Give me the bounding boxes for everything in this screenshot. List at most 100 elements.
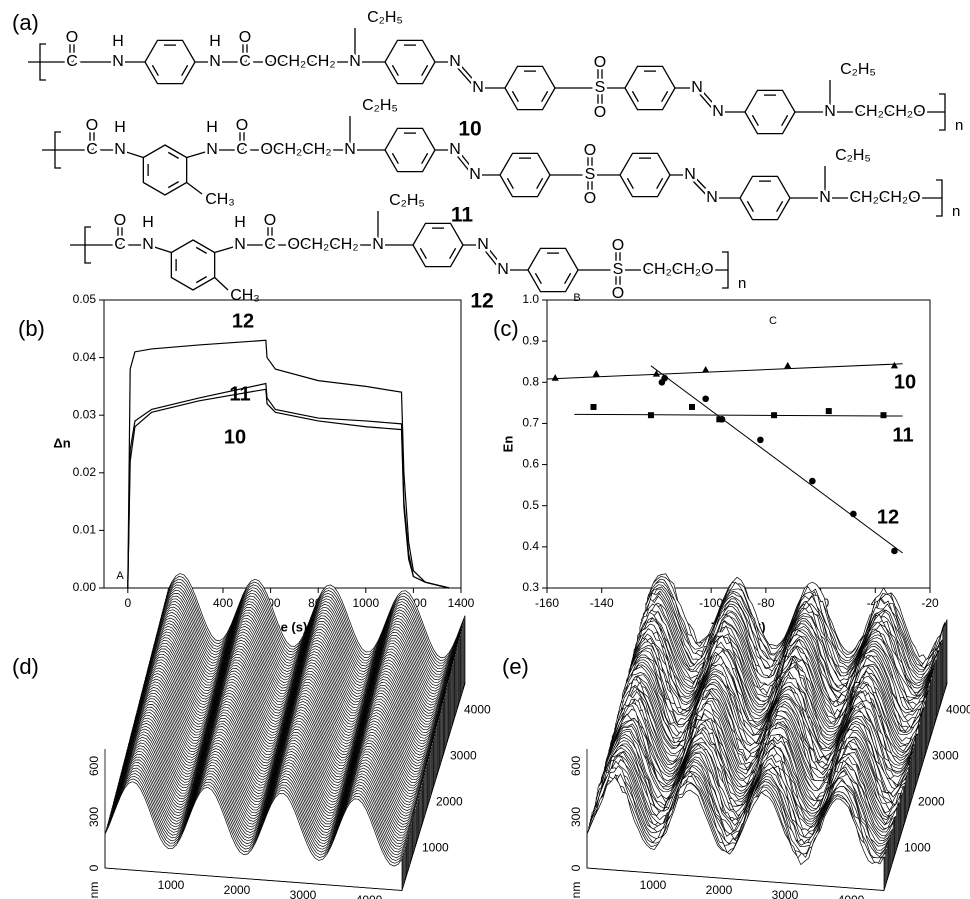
atom-label: N (472, 79, 484, 96)
bracket (722, 251, 729, 289)
benzene-ring (412, 222, 464, 268)
atom-label: O (66, 29, 78, 46)
data-point (809, 477, 816, 485)
atom-label: S (613, 261, 624, 278)
ring-bond (419, 247, 427, 259)
ring-bond (564, 272, 572, 284)
benzene-ring (144, 39, 196, 85)
plot-frame (103, 299, 462, 589)
y-tick-label: 3000 (450, 749, 477, 763)
double-bond (453, 62, 477, 90)
x-tick-label: -160 (535, 596, 559, 610)
ring-bond (776, 200, 784, 212)
z-tick-label: 300 (569, 807, 583, 827)
y-axis-label: Δn (53, 435, 70, 450)
y-tick-label: 2000 (436, 795, 463, 809)
compound-label: 12 (470, 290, 493, 313)
surface (104, 573, 466, 891)
bracket (54, 131, 61, 169)
data-point (757, 436, 764, 444)
plot-frame (546, 299, 931, 589)
benzene-ring (619, 152, 671, 198)
data-point (688, 403, 695, 410)
atom-label: O (236, 117, 248, 134)
y-tick-label: 4000 (464, 703, 491, 717)
data-point (784, 361, 792, 369)
atom-label: N (684, 166, 696, 183)
x-tick-label: -100 (699, 596, 723, 610)
ring-bond (656, 177, 664, 189)
series-label: 10 (894, 371, 916, 393)
data-point (771, 412, 778, 419)
z-tick-label: 600 (569, 756, 583, 776)
benzene-ring (739, 175, 791, 221)
atom-label: O (594, 54, 606, 71)
double-bond (484, 243, 506, 270)
atom-label: N (691, 79, 703, 96)
atom-label: H (209, 33, 221, 50)
z-tick-label: 0 (569, 864, 583, 871)
data-line (127, 339, 450, 589)
benzene-ring (744, 89, 796, 135)
y-tick-label: 1000 (422, 841, 449, 855)
atom-label: O (594, 104, 606, 121)
y-tick-label: 1.0 (522, 292, 539, 306)
benzene-ring (624, 65, 676, 111)
atom-label: C₂H₅ (367, 9, 403, 26)
atom-label: O (612, 285, 624, 302)
atom-label: O (584, 190, 596, 207)
atom-label: N (712, 103, 724, 120)
compound-label: 10 (458, 118, 481, 141)
y-tick-label: 0.5 (522, 498, 539, 512)
bracket (939, 93, 946, 131)
data-point (880, 412, 887, 419)
atom-label: OCH₂CH₂ (287, 236, 358, 253)
ring-bond (449, 247, 457, 259)
x-tick-label: 0 (124, 596, 131, 610)
repeat-index: n (952, 203, 960, 220)
x-tick-label: -140 (590, 596, 614, 610)
atom-label: N (206, 141, 218, 158)
atom-label: N (234, 236, 246, 253)
y-tick-label: 1000 (904, 841, 931, 855)
benzene-ring (504, 65, 556, 111)
panel-label: (a) (12, 10, 39, 35)
x-tick-label: 400 (213, 596, 233, 610)
benzene-ring (170, 239, 216, 291)
atom-label: C (66, 53, 78, 70)
ring-bond (746, 200, 754, 212)
atom-label: CH₃ (230, 287, 260, 304)
atom-label: OCH₂CH₂ (260, 141, 331, 158)
y-tick-label: 4000 (946, 703, 970, 717)
atom-label: N (477, 236, 489, 253)
axis-frame (104, 683, 466, 891)
data-line (127, 388, 450, 589)
x-tick-label: 3000 (290, 888, 317, 899)
atom-label: N (142, 236, 154, 253)
atom-label: H (206, 119, 218, 136)
bracket (84, 226, 91, 264)
atom-label: O (86, 117, 98, 134)
ring-bond (626, 177, 634, 189)
benzene-ring (384, 127, 436, 173)
atom-label: C (236, 141, 248, 158)
atom-label: C (86, 141, 98, 158)
y-tick-label: 0.02 (73, 465, 97, 479)
ring-bond (421, 152, 429, 164)
x-tick-label: 1000 (158, 878, 185, 892)
atom-label: O (239, 29, 251, 46)
axis-unit: nm (87, 882, 101, 899)
y-tick-label: 2000 (918, 795, 945, 809)
y-tick-label: 0.03 (73, 407, 97, 421)
data-point (592, 370, 600, 377)
data-point (718, 416, 726, 423)
ring-bond (167, 151, 179, 159)
ring-bond (751, 114, 759, 126)
ring-bond (151, 64, 159, 76)
atom-label: N (706, 189, 718, 206)
repeat-index: n (955, 117, 963, 134)
x-tick-label: 2000 (706, 883, 733, 897)
double-bond (690, 173, 714, 198)
ring-bond (421, 64, 429, 76)
series-label: 10 (224, 426, 246, 448)
